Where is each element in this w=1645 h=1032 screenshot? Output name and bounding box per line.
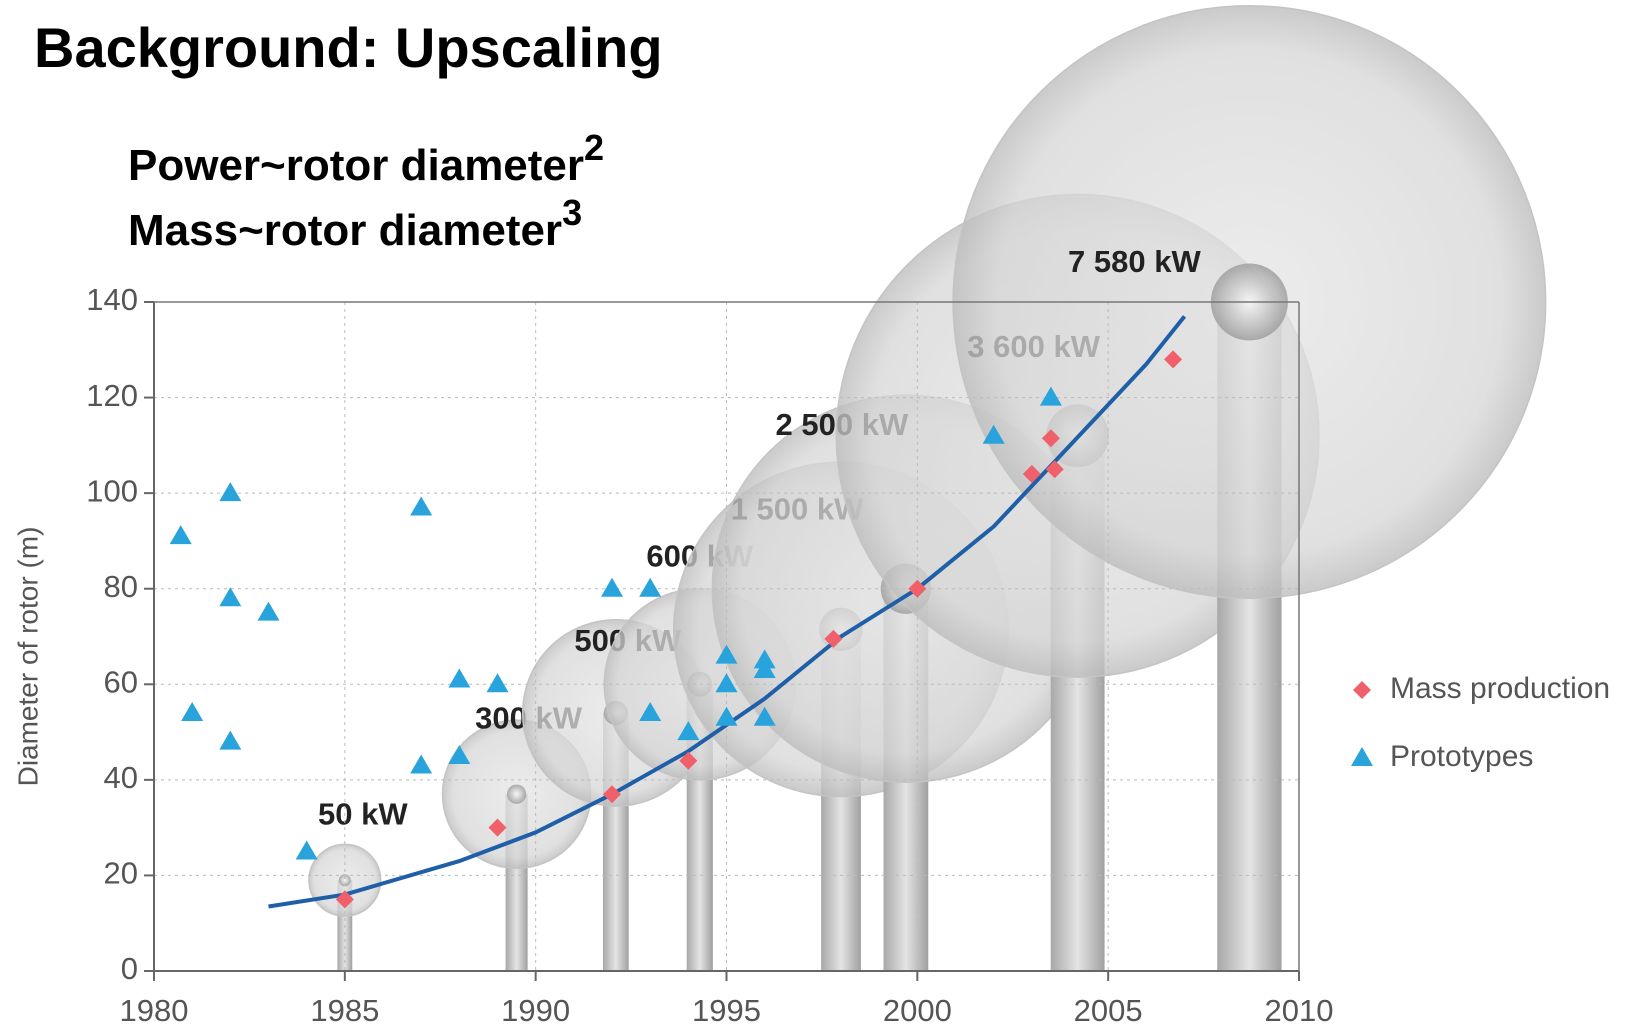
data-point — [169, 525, 192, 545]
data-point — [1045, 460, 1064, 479]
x-tick-label: 1985 — [310, 993, 379, 1028]
hub — [506, 784, 527, 804]
data-point — [639, 577, 662, 597]
data-point — [982, 424, 1005, 444]
y-tick-label: 60 — [104, 664, 138, 699]
data-point — [219, 730, 242, 750]
slide-title: Background: Upscaling — [34, 16, 663, 79]
data-point — [219, 482, 242, 502]
data-point — [753, 658, 776, 678]
data-point — [603, 785, 621, 804]
data-point — [486, 673, 509, 693]
subtitle-line: Mass~rotor diameter3 — [128, 192, 582, 255]
data-point — [824, 629, 843, 648]
data-point — [639, 701, 662, 721]
x-tick-label: 2005 — [1074, 993, 1143, 1028]
data-point — [1039, 386, 1062, 406]
data-point — [715, 673, 738, 693]
data-point — [219, 587, 242, 607]
plot: Mass production Prototypes — [169, 315, 1610, 909]
data-point — [335, 890, 354, 909]
data-point — [1164, 350, 1183, 369]
data-point — [753, 706, 776, 726]
data-point — [295, 840, 318, 860]
data-point — [181, 701, 204, 721]
data-point — [753, 649, 776, 669]
hub — [338, 874, 351, 887]
y-tick-label: 140 — [86, 282, 138, 317]
turbine-label: 50 kW — [318, 796, 408, 831]
legend-marker — [1353, 681, 1371, 699]
y-tick-label: 20 — [104, 856, 138, 891]
legend-label: Mass production — [1390, 672, 1610, 705]
data-point — [448, 744, 471, 764]
y-tick-label: 0 — [121, 951, 138, 986]
data-point — [257, 601, 280, 621]
subtitle-text: Mass~rotor diameter — [128, 206, 562, 255]
trend-line — [268, 315, 1187, 909]
data-point — [908, 579, 927, 598]
data-point — [715, 644, 738, 664]
y-tick-label: 100 — [86, 473, 138, 508]
data-point — [488, 818, 507, 837]
grid: 0 20 40 60 80 100 120 140 1980 1985 1990 1995 2000 20… — [12, 282, 1333, 1028]
superscript: 3 — [562, 192, 582, 233]
turbine-label: 7 580 kW — [1068, 244, 1201, 279]
x-tick-label: 1980 — [120, 993, 189, 1028]
subtitle-text: Power~rotor diameter — [128, 141, 584, 190]
data-point — [1041, 429, 1060, 448]
y-tick-label: 80 — [104, 569, 138, 604]
data-point — [448, 668, 471, 688]
subtitle-line: Power~rotor diameter2 — [128, 127, 604, 190]
data-point — [715, 706, 738, 726]
data-point — [1022, 465, 1041, 484]
y-tick-label: 120 — [86, 378, 138, 413]
legend-marker — [1351, 747, 1373, 766]
data-point — [679, 751, 698, 770]
x-tick-label: 1990 — [501, 993, 570, 1028]
data-point — [410, 496, 433, 516]
x-tick-label: 2010 — [1265, 993, 1334, 1028]
x-tick-label: 2000 — [883, 993, 952, 1028]
y-tick-label: 40 — [104, 760, 138, 795]
data-point — [410, 754, 433, 774]
data-point — [601, 577, 623, 597]
x-tick-label: 1995 — [692, 993, 761, 1028]
legend-label: Prototypes — [1390, 740, 1533, 773]
data-point — [677, 721, 700, 741]
y-axis-label: Diameter of rotor (m) — [12, 527, 43, 787]
superscript: 2 — [584, 127, 604, 168]
